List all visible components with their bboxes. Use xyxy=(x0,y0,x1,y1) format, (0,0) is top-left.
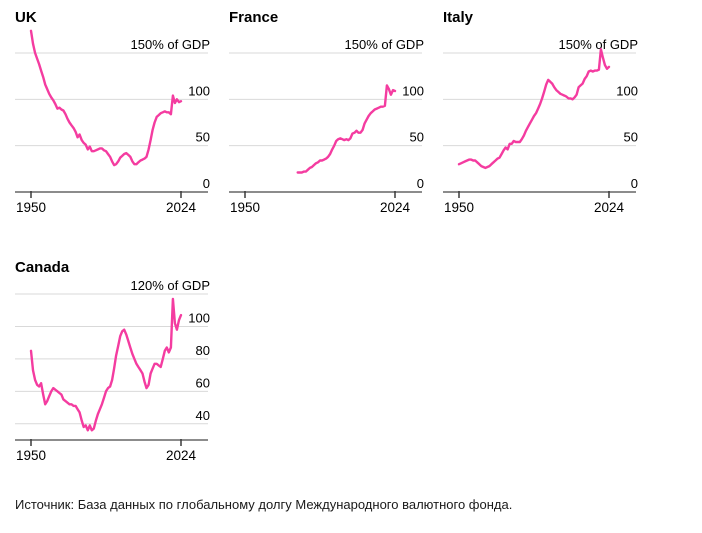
y-tick-label: 100 xyxy=(188,83,210,98)
y-tick-label: 80 xyxy=(196,343,210,358)
y-tick-label: 100 xyxy=(616,83,638,98)
y-tick-label: 40 xyxy=(196,408,210,423)
chart-canada: 1950 2024 120% of GDP 100 80 60 40 Canada xyxy=(15,258,211,470)
chart-canada-plot: 1950 2024 120% of GDP 100 80 60 40 xyxy=(15,278,211,463)
y-axis-unit-label: 120% of GDP xyxy=(131,278,211,293)
chart-italy: 1950 2024 150% of GDP 100 50 0 Italy xyxy=(443,8,639,220)
chart-title-france: France xyxy=(229,9,279,26)
debt-line xyxy=(457,48,611,170)
chart-france: 1950 2024 150% of GDP 100 50 0 France xyxy=(229,8,425,220)
x-tick-label: 2024 xyxy=(380,200,411,215)
debt-line xyxy=(29,29,183,167)
y-tick-label: 0 xyxy=(417,176,424,191)
chart-title-uk: UK xyxy=(15,9,37,26)
chart-title-canada: Canada xyxy=(15,259,70,276)
x-tick-label: 1950 xyxy=(16,448,46,463)
y-tick-label: 0 xyxy=(203,176,210,191)
y-tick-label: 50 xyxy=(196,130,210,145)
debt-line xyxy=(296,84,397,174)
chart-uk-plot: 1950 2024 150% of GDP 100 50 0 xyxy=(15,29,211,215)
x-tick-label: 2024 xyxy=(166,448,197,463)
x-tick-label: 1950 xyxy=(444,200,474,215)
y-axis-unit-label: 150% of GDP xyxy=(131,37,211,52)
chart-italy-plot: 1950 2024 150% of GDP 100 50 0 xyxy=(443,37,639,215)
chart-france-plot: 1950 2024 150% of GDP 100 50 0 xyxy=(229,37,425,215)
y-tick-label: 50 xyxy=(624,130,638,145)
y-tick-label: 0 xyxy=(631,176,638,191)
y-tick-label: 100 xyxy=(188,310,210,325)
y-axis-unit-label: 150% of GDP xyxy=(345,37,425,52)
chart-uk: 1950 2024 150% of GDP 100 50 0 UK xyxy=(15,8,211,220)
x-tick-label: 1950 xyxy=(230,200,260,215)
chart-title-italy: Italy xyxy=(443,9,474,26)
debt-line xyxy=(29,297,183,432)
y-axis-unit-label: 150% of GDP xyxy=(559,37,639,52)
source-note: Источник: База данных по глобальному дол… xyxy=(15,497,513,512)
x-tick-label: 1950 xyxy=(16,200,46,215)
y-tick-label: 50 xyxy=(410,130,424,145)
y-tick-label: 100 xyxy=(402,83,424,98)
x-tick-label: 2024 xyxy=(594,200,625,215)
y-tick-label: 60 xyxy=(196,375,210,390)
x-tick-label: 2024 xyxy=(166,200,197,215)
